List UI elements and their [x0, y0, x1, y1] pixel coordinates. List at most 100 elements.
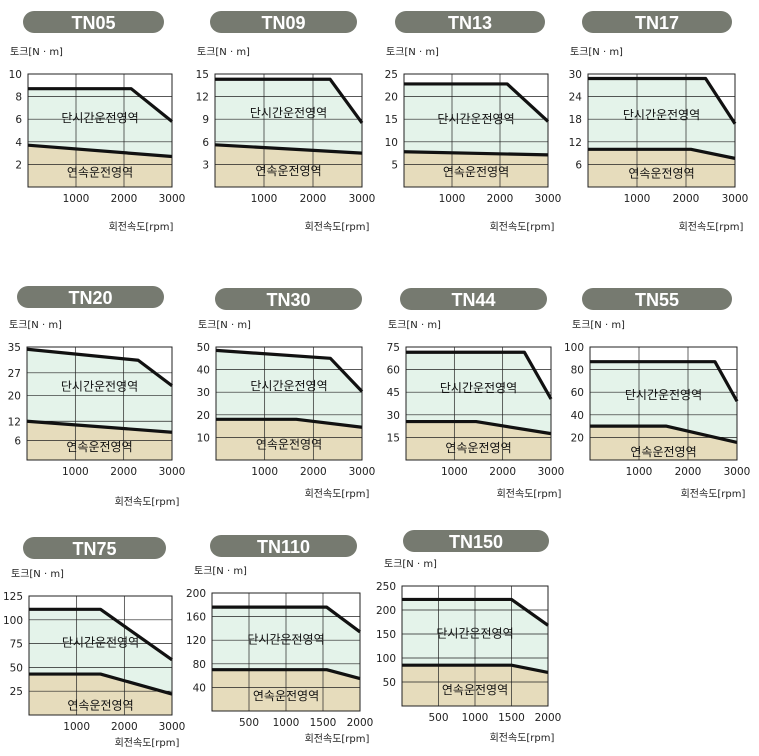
chart-tn20: TN20 토크[N · m] 6 12 20 27 35 1000 2000 3000 회전속도[r… [8, 286, 186, 508]
intermittent-curve [402, 597, 549, 627]
continuous-zone-label: 연속운전영역 [255, 164, 321, 178]
x-axis-label: 회전속도[rpm] [305, 733, 370, 745]
y-tick-label: 10 [9, 69, 22, 81]
intermittent-curve [590, 360, 739, 403]
x-tick-label: 1500 [310, 717, 337, 729]
y-tick-label: 4 [15, 137, 22, 149]
intermittent-curve [404, 82, 550, 123]
y-tick-label: 60 [387, 365, 400, 377]
y-axis-label: 토크[N · m] [572, 320, 625, 331]
x-axis-label: 회전속도[rpm] [305, 221, 370, 233]
y-tick-label: 20 [8, 390, 21, 402]
x-tick-label: 2000 [347, 717, 374, 729]
intermittent-curve [215, 77, 364, 124]
intermittent-zone-label: 단시간운전영역 [436, 626, 513, 640]
y-tick-label: 35 [8, 342, 21, 354]
intermittent-zone-label: 단시간운전영역 [250, 106, 327, 120]
chart-tn55: TN55 토크[N · m] 20 40 60 80 100 1000 2000 3000 회전속도… [564, 288, 750, 500]
chart-title: TN09 [261, 13, 305, 33]
x-axis-label: 회전속도[rpm] [115, 737, 180, 749]
continuous-zone-label: 연속운전영역 [445, 441, 511, 455]
y-tick-label: 250 [376, 581, 396, 593]
x-tick-label: 1000 [273, 717, 300, 729]
y-tick-label: 3 [202, 159, 209, 171]
chart-tn75: TN75 토크[N · m] 25 50 75 100 125 1000 2000 3000 회전속… [3, 537, 185, 749]
intermittent-curve [212, 605, 361, 634]
continuous-zone-label: 연속운전영역 [67, 699, 133, 713]
plot-frame [27, 73, 173, 188]
x-tick-label: 2000 [300, 466, 327, 478]
intermittent-zone-label: 단시간운전영역 [437, 112, 514, 126]
y-tick-label: 9 [202, 114, 209, 126]
continuous-curve [588, 147, 736, 160]
intermittent-zone-label: 단시간운전영역 [440, 381, 517, 395]
x-tick-label: 1000 [251, 193, 278, 205]
y-tick-label: 20 [197, 410, 210, 422]
intermittent-zone-label: 단시간운전영역 [247, 632, 324, 646]
y-axis-label: 토크[N · m] [9, 320, 62, 331]
continuous-curve [402, 663, 549, 674]
x-axis-label: 회전속도[rpm] [490, 732, 555, 744]
y-tick-label: 40 [571, 410, 584, 422]
x-tick-label: 1000 [251, 466, 278, 478]
y-tick-label: 40 [197, 365, 210, 377]
chart-tn30: TN30 토크[N · m] 10 20 30 40 50 1000 2000 3000 회전속도[… [197, 288, 375, 500]
title-badge [210, 535, 357, 557]
intermittent-zone-label: 단시간운전영역 [62, 636, 139, 650]
x-tick-label: 1000 [626, 466, 653, 478]
title-badge [23, 537, 166, 559]
y-tick-label: 30 [387, 410, 400, 422]
y-tick-label: 5 [391, 159, 398, 171]
chart-title: TN30 [266, 290, 310, 310]
chart-title: TN05 [71, 13, 115, 33]
y-axis-label: 토크[N · m] [198, 320, 251, 331]
intermittent-curve [29, 607, 173, 662]
chart-tn05: TN05 토크[N · m] 2 4 6 8 10 1000 2000 3000 회전속도[rpm]… [9, 11, 185, 233]
plot-frame [405, 346, 552, 461]
continuous-zone [404, 151, 548, 187]
plot-frame [587, 73, 736, 188]
y-axis-label: 토크[N · m] [386, 47, 439, 58]
y-tick-label: 45 [387, 387, 400, 399]
y-tick-label: 2 [15, 159, 22, 171]
chart-title: TN44 [451, 290, 495, 310]
x-axis-label: 회전속도[rpm] [681, 488, 746, 500]
chart-tn110: TN110 토크[N · m] 40 80 120 160 200 500 1000 1500 20… [186, 535, 373, 745]
y-tick-label: 60 [571, 387, 584, 399]
y-tick-label: 6 [14, 436, 21, 448]
x-tick-label: 1000 [462, 712, 489, 724]
y-tick-label: 6 [15, 114, 22, 126]
title-badge [400, 288, 547, 310]
y-tick-label: 6 [202, 137, 209, 149]
chart-title: TN75 [72, 539, 116, 559]
x-tick-label: 3000 [724, 466, 751, 478]
x-tick-label: 1000 [441, 466, 468, 478]
y-tick-label: 30 [569, 69, 582, 81]
intermittent-zone-label: 단시간운전영역 [250, 379, 327, 393]
x-tick-label: 2000 [673, 193, 700, 205]
x-tick-label: 3000 [159, 466, 186, 478]
continuous-curve [29, 672, 173, 696]
continuous-curve [214, 143, 363, 155]
x-tick-label: 2000 [111, 721, 138, 733]
continuous-zone-label: 연속운전영역 [628, 167, 694, 181]
chart-tn44: TN44 토크[N · m] 15 30 45 60 75 1000 2000 3000 회전속도[… [387, 288, 564, 500]
y-tick-label: 15 [196, 69, 209, 81]
y-tick-label: 150 [376, 629, 396, 641]
plot-frame [214, 73, 363, 188]
continuous-curve [27, 143, 173, 159]
intermittent-curve [26, 347, 173, 388]
y-tick-label: 8 [15, 92, 22, 104]
y-tick-label: 100 [564, 342, 584, 354]
title-badge [215, 288, 362, 310]
y-tick-label: 120 [186, 635, 206, 647]
continuous-zone-label: 연속운전영역 [443, 165, 509, 179]
x-tick-label: 2000 [487, 193, 514, 205]
title-badge [582, 11, 732, 33]
y-tick-label: 50 [197, 342, 210, 354]
continuous-curve [212, 668, 361, 681]
title-badge [17, 286, 164, 308]
continuous-zone [406, 421, 551, 460]
y-tick-label: 6 [575, 159, 582, 171]
